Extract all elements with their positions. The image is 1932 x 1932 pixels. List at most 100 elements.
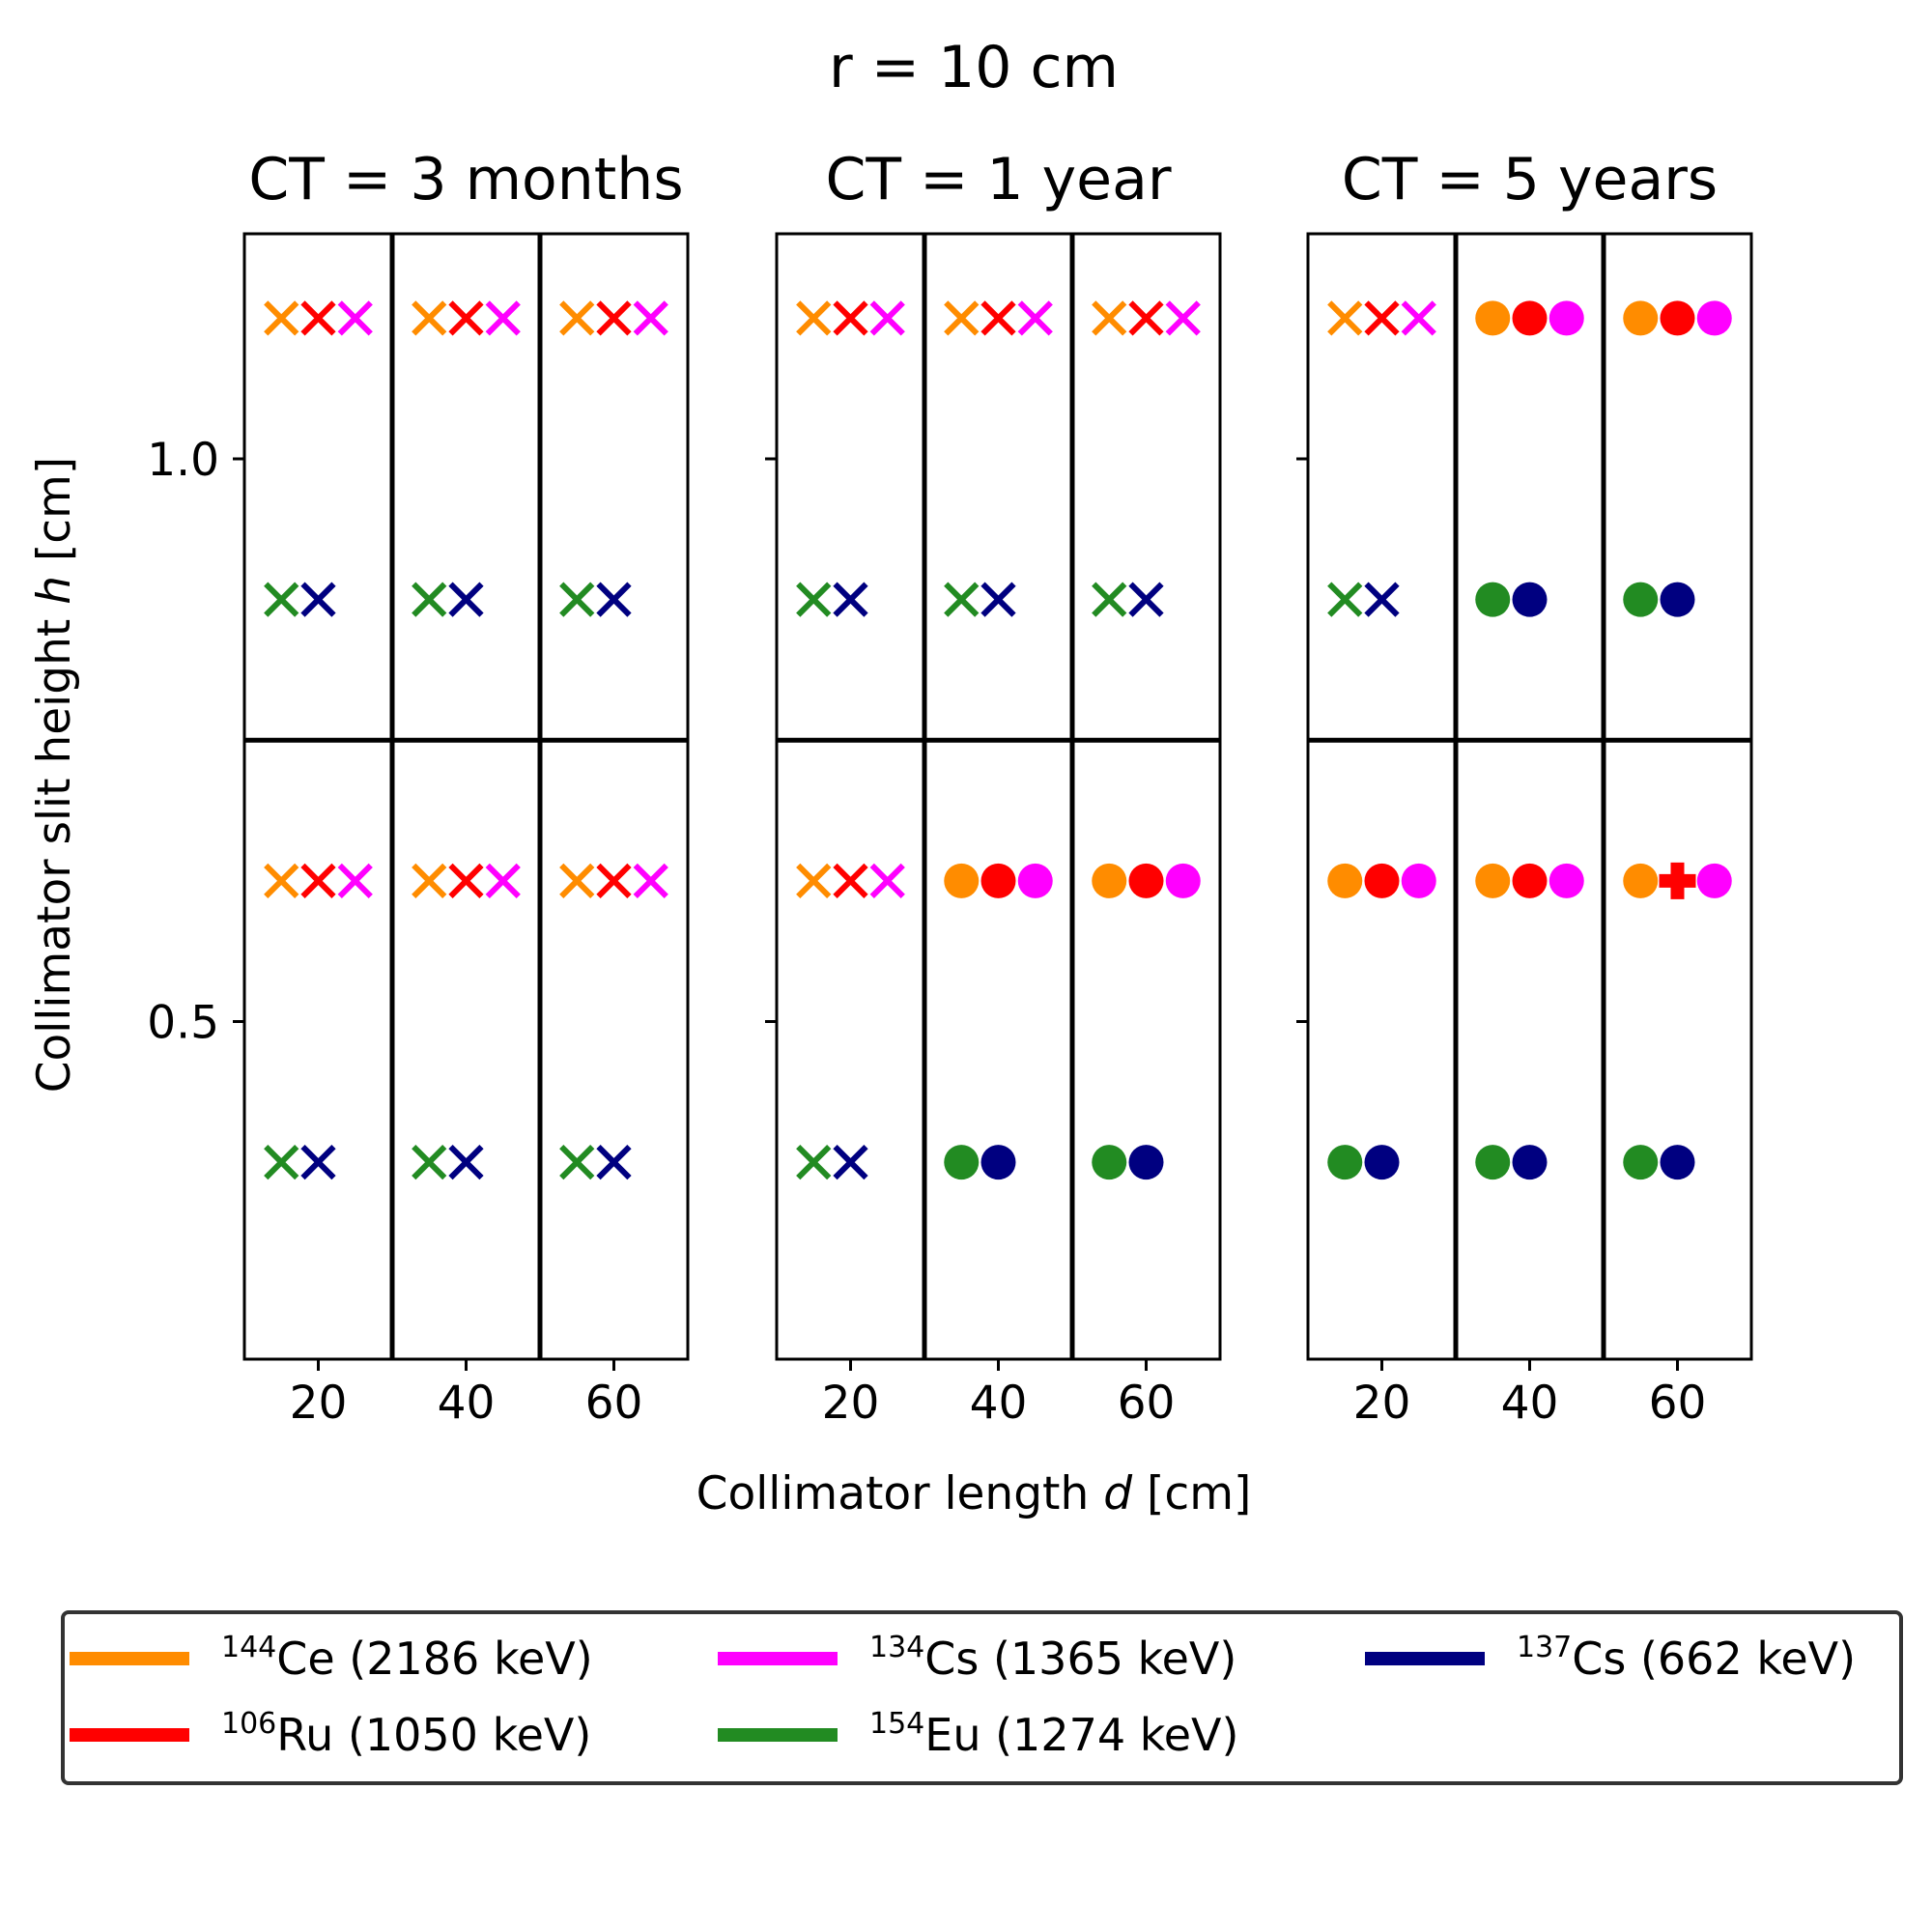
marker-circle-eu154 — [944, 1145, 980, 1180]
marker-x-ce144 — [1092, 300, 1127, 336]
marker-plus-ru106 — [1659, 862, 1696, 899]
panel-2: CT = 1 year 20 40 60 — [765, 146, 1222, 1430]
y-tick-label: 1.0 — [147, 434, 219, 487]
marker-x-cs134 — [869, 300, 905, 336]
marker-x-cs137 — [833, 1145, 868, 1180]
x-tick-label: 20 — [822, 1377, 880, 1430]
marker-x-ru106 — [448, 300, 484, 336]
panels: CT = 3 months 20 40 60 0.5 1.0 CT = 1 year 20 40… — [147, 146, 1753, 1430]
marker-circle-cs134 — [1548, 300, 1584, 336]
y-tick-label: 0.5 — [147, 997, 219, 1050]
x-tick-label: 40 — [438, 1377, 496, 1430]
legend-entry-cs137: 137Cs (662 keV) — [1365, 1631, 1856, 1685]
marker-x-cs134 — [869, 863, 905, 898]
marker-x-cs134 — [633, 300, 668, 336]
marker-x-ru106 — [300, 863, 336, 898]
marker-x-cs137 — [596, 1145, 632, 1180]
marker-circle-ru106 — [1364, 863, 1400, 898]
marker-x-ce144 — [1327, 300, 1363, 336]
x-tick-label: 20 — [1353, 1377, 1411, 1430]
marker-x-eu154 — [944, 582, 980, 617]
marker-x-eu154 — [412, 582, 447, 617]
marker-circle-cs134 — [1401, 863, 1436, 898]
marker-x-ru106 — [1128, 300, 1164, 336]
legend-label: 137Cs (662 keV) — [1517, 1631, 1856, 1685]
marker-circle-ce144 — [1623, 300, 1659, 336]
panel-title: CT = 5 years — [1342, 146, 1718, 213]
marker-x-ce144 — [264, 863, 299, 898]
x-tick-label: 60 — [1118, 1377, 1176, 1430]
legend-label: 144Ce (2186 keV) — [221, 1631, 593, 1685]
marker-circle-cs134 — [1548, 863, 1584, 898]
panel-frame — [1306, 232, 1753, 1361]
marker-circle-cs137 — [1660, 1145, 1695, 1180]
panel-1: CT = 3 months 20 40 60 0.5 1.0 — [147, 146, 690, 1430]
marker-x-ce144 — [412, 300, 447, 336]
marker-circle-eu154 — [1092, 1145, 1127, 1180]
panel-title: CT = 1 year — [825, 146, 1171, 213]
x-axis-label: Collimator length d [cm] — [696, 1467, 1252, 1520]
marker-circle-ce144 — [1475, 300, 1511, 336]
figure-title: r = 10 cm — [829, 34, 1119, 101]
marker-x-eu154 — [264, 582, 299, 617]
legend-items: 144Ce (2186 keV) 106Ru (1050 keV) 134Cs (1… — [70, 1631, 1856, 1761]
marker-circle-cs137 — [1364, 1145, 1400, 1180]
legend-entry-eu154: 154Eu (1274 keV) — [718, 1707, 1238, 1761]
marker-x-cs134 — [1401, 300, 1436, 336]
marker-x-cs134 — [1165, 300, 1201, 336]
marker-x-eu154 — [559, 1145, 595, 1180]
panel-3: CT = 5 years 20 40 60 — [1296, 146, 1753, 1430]
panel-frame — [242, 232, 690, 1361]
marker-circle-cs137 — [980, 1145, 1016, 1180]
legend-entry-cs134: 134Cs (1365 keV) — [718, 1631, 1236, 1685]
marker-x-cs137 — [300, 582, 336, 617]
marker-circle-eu154 — [1475, 1145, 1511, 1180]
marker-x-ru106 — [833, 300, 868, 336]
legend-label: 154Eu (1274 keV) — [869, 1707, 1238, 1761]
x-tick-label: 60 — [1649, 1377, 1707, 1430]
marker-x-cs137 — [1128, 582, 1164, 617]
marker-circle-cs134 — [1165, 863, 1201, 898]
y-axis-label: Collimator slit height h [cm] — [28, 457, 81, 1094]
marker-x-cs134 — [337, 300, 373, 336]
marker-circle-cs134 — [1017, 863, 1053, 898]
marker-x-cs134 — [633, 863, 668, 898]
marker-circle-ce144 — [1623, 863, 1659, 898]
marker-x-ce144 — [559, 863, 595, 898]
x-tick-label: 40 — [970, 1377, 1028, 1430]
legend-entry-ce144: 144Ce (2186 keV) — [70, 1631, 593, 1685]
x-tick-label: 20 — [290, 1377, 348, 1430]
marker-circle-ce144 — [944, 863, 980, 898]
legend-entry-ru106: 106Ru (1050 keV) — [70, 1707, 591, 1761]
marker-circle-eu154 — [1475, 582, 1511, 617]
marker-circle-ru106 — [1512, 300, 1548, 336]
marker-circle-ce144 — [1475, 863, 1511, 898]
marker-x-cs134 — [337, 863, 373, 898]
marker-circle-ce144 — [1327, 863, 1363, 898]
marker-circle-ce144 — [1092, 863, 1127, 898]
marker-x-cs134 — [1017, 300, 1053, 336]
marker-x-cs137 — [980, 582, 1016, 617]
legend: 144Ce (2186 keV) 106Ru (1050 keV) 134Cs (1… — [61, 1610, 1903, 1785]
marker-circle-cs137 — [1660, 582, 1695, 617]
marker-x-cs134 — [485, 863, 521, 898]
marker-x-cs137 — [833, 582, 868, 617]
marker-circle-ru106 — [980, 863, 1016, 898]
marker-x-ru106 — [1364, 300, 1400, 336]
marker-x-eu154 — [796, 1145, 832, 1180]
marker-circle-ru106 — [1128, 863, 1164, 898]
marker-x-ce144 — [796, 300, 832, 336]
legend-label: 106Ru (1050 keV) — [221, 1707, 591, 1761]
marker-circle-eu154 — [1327, 1145, 1363, 1180]
marker-x-cs137 — [448, 1145, 484, 1180]
marker-x-eu154 — [412, 1145, 447, 1180]
marker-circle-eu154 — [1623, 582, 1659, 617]
panel-title: CT = 3 months — [248, 146, 683, 213]
marker-x-ce144 — [559, 300, 595, 336]
marker-x-eu154 — [1092, 582, 1127, 617]
marker-circle-eu154 — [1623, 1145, 1659, 1180]
marker-x-cs137 — [596, 582, 632, 617]
marker-x-ru106 — [596, 300, 632, 336]
marker-x-ce144 — [944, 300, 980, 336]
